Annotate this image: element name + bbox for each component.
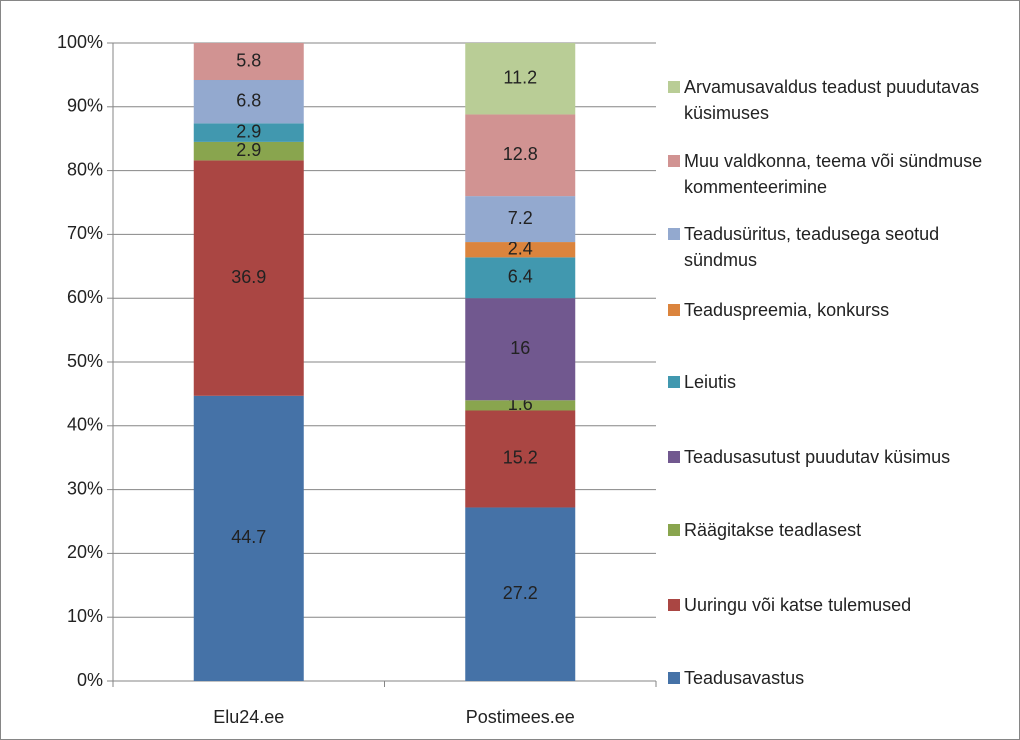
y-tick-label: 80% bbox=[67, 159, 103, 179]
bar-segment bbox=[465, 507, 576, 681]
legend-swatch bbox=[668, 304, 680, 316]
legend-label: Leiutis bbox=[684, 372, 737, 392]
y-tick-label: 30% bbox=[67, 478, 103, 498]
y-tick-label: 0% bbox=[77, 670, 103, 690]
data-label: 2.9 bbox=[236, 121, 261, 141]
legend-item: Arvamusavaldus teadust puudutavas küsimu… bbox=[668, 74, 1009, 126]
data-label: 6.8 bbox=[236, 90, 261, 110]
bar-segment bbox=[193, 43, 304, 81]
legend-item: Teadusavastus bbox=[668, 665, 1009, 691]
legend-swatch bbox=[668, 451, 680, 463]
legend-item: Teaduspreemia, konkurss bbox=[668, 297, 1009, 323]
data-label: 2.9 bbox=[236, 140, 261, 160]
legend-swatch bbox=[668, 155, 680, 167]
bar-segment bbox=[465, 400, 576, 411]
bar-segment bbox=[193, 123, 304, 142]
data-label: 44.7 bbox=[231, 527, 266, 547]
y-tick-label: 90% bbox=[67, 96, 103, 116]
legend-swatch bbox=[668, 524, 680, 536]
y-tick-label: 20% bbox=[67, 542, 103, 562]
data-label: 11.2 bbox=[503, 67, 537, 87]
bar-segment bbox=[465, 242, 576, 258]
data-label: 2.4 bbox=[508, 238, 533, 258]
bar-segment bbox=[465, 298, 576, 401]
legend-label: Teadusasutust puudutav küsimus bbox=[684, 447, 951, 467]
legend-item: Leiutis bbox=[668, 369, 1009, 395]
legend-label: Teaduspreemia, konkurss bbox=[684, 300, 890, 320]
data-label: 7.2 bbox=[508, 208, 533, 228]
bar-segment bbox=[465, 196, 576, 243]
y-tick-label: 60% bbox=[67, 287, 103, 307]
bar-segment bbox=[465, 257, 576, 299]
data-label: 15.2 bbox=[503, 448, 538, 468]
legend-item: Teadusasutust puudutav küsimus bbox=[668, 444, 1009, 470]
bar-segment bbox=[465, 410, 576, 508]
x-tick-label: Elu24.ee bbox=[213, 707, 284, 727]
legend-label: Muu valdkonna, teema või sündmuse kommen… bbox=[684, 151, 983, 197]
legend-item: Räägitakse teadlasest bbox=[668, 517, 1009, 543]
bar-segment bbox=[193, 395, 304, 681]
legend-label: Arvamusavaldus teadust puudutavas küsimu… bbox=[684, 77, 980, 123]
x-tick-label: Postimees.ee bbox=[466, 707, 575, 727]
data-label: 6.4 bbox=[508, 267, 533, 287]
y-tick-label: 10% bbox=[67, 606, 103, 626]
y-tick-label: 50% bbox=[67, 351, 103, 371]
legend-swatch bbox=[668, 672, 680, 684]
y-tick-label: 70% bbox=[67, 223, 103, 243]
legend-label: Teadusüritus, teadusega seotud sündmus bbox=[684, 224, 940, 270]
legend-swatch bbox=[668, 599, 680, 611]
bar-segment bbox=[193, 80, 304, 124]
legend-label: Teadusavastus bbox=[684, 668, 805, 688]
legend-swatch bbox=[668, 228, 680, 240]
bar-segment bbox=[465, 114, 576, 197]
legend-swatch bbox=[668, 376, 680, 388]
legend-label: Uuringu või katse tulemused bbox=[684, 595, 912, 615]
data-label: 36.9 bbox=[231, 267, 266, 287]
data-label: 12.8 bbox=[503, 144, 538, 164]
legend-label: Räägitakse teadlasest bbox=[684, 520, 862, 540]
y-tick-label: 40% bbox=[67, 415, 103, 435]
bar-segment bbox=[193, 141, 304, 161]
bar-segment bbox=[465, 43, 576, 115]
data-label: 5.8 bbox=[236, 50, 261, 70]
legend-item: Uuringu või katse tulemused bbox=[668, 592, 1009, 618]
legend-swatch bbox=[668, 81, 680, 93]
legend-item: Teadusüritus, teadusega seotud sündmus bbox=[668, 221, 1009, 273]
bar-segment bbox=[193, 160, 304, 396]
y-tick-label: 100% bbox=[57, 32, 103, 52]
data-label: 27.2 bbox=[503, 583, 538, 603]
data-label: 16 bbox=[510, 338, 530, 358]
legend-item: Muu valdkonna, teema või sündmuse kommen… bbox=[668, 148, 1009, 200]
